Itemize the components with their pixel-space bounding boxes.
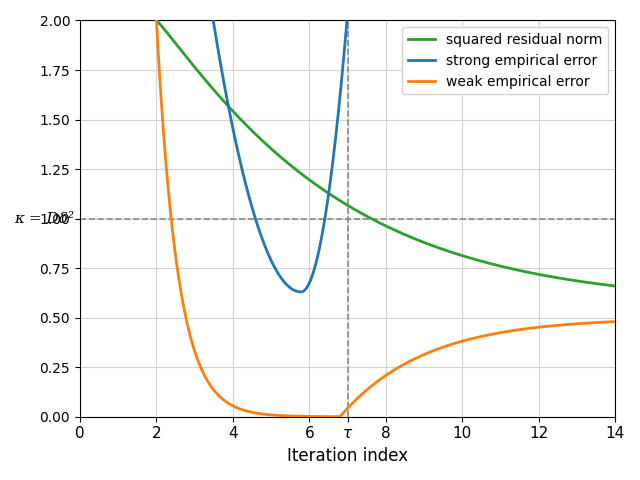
weak empirical error — [336, 414, 344, 420]
Line: weak empirical error: weak empirical error — [156, 21, 616, 417]
weak empirical error — [271, 412, 278, 418]
weak empirical error — [424, 350, 431, 356]
strong empirical error — [209, 18, 217, 24]
weak empirical error — [234, 405, 241, 411]
strong empirical error — [331, 143, 339, 148]
squared residual norm — [360, 212, 368, 217]
squared residual norm — [498, 264, 506, 269]
weak empirical error — [361, 389, 369, 395]
strong empirical error — [289, 287, 296, 292]
strong empirical error — [210, 20, 218, 26]
squared residual norm — [152, 18, 160, 24]
strong empirical error — [297, 289, 305, 295]
Line: squared residual norm: squared residual norm — [156, 21, 616, 286]
Text: κ = Dδ²: κ = Dδ² — [15, 212, 75, 226]
Line: strong empirical error: strong empirical error — [213, 21, 347, 292]
squared residual norm — [612, 283, 620, 289]
squared residual norm — [234, 113, 241, 119]
strong empirical error — [323, 207, 330, 213]
squared residual norm — [271, 149, 278, 155]
weak empirical error — [499, 329, 507, 335]
strong empirical error — [291, 288, 299, 293]
squared residual norm — [459, 253, 467, 259]
strong empirical error — [289, 287, 296, 292]
weak empirical error — [612, 319, 620, 324]
weak empirical error — [460, 338, 467, 344]
X-axis label: Iteration index: Iteration index — [287, 447, 408, 465]
weak empirical error — [152, 18, 160, 24]
squared residual norm — [423, 240, 431, 246]
strong empirical error — [343, 19, 351, 24]
Legend: squared residual norm, strong empirical error, weak empirical error: squared residual norm, strong empirical … — [402, 27, 609, 95]
